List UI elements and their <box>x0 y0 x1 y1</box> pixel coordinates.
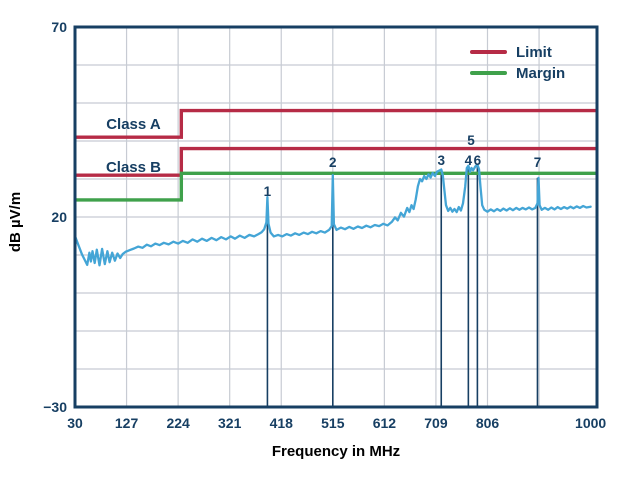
peak-number-label: 7 <box>534 155 542 170</box>
x-tick-label: 709 <box>424 415 448 431</box>
limit-class-label: Class A <box>106 116 161 133</box>
peak-number-label: 6 <box>474 153 482 168</box>
y-axis-title: dB µV/m <box>7 192 24 252</box>
peak-number-label: 3 <box>437 153 445 168</box>
x-tick-label: 1000 <box>575 415 606 431</box>
x-tick-label: 515 <box>321 415 345 431</box>
x-tick-label: 806 <box>476 415 500 431</box>
measurement-trace <box>73 163 592 267</box>
y-tick-label: −30 <box>43 399 67 415</box>
x-tick-label: 224 <box>166 415 190 431</box>
x-axis-title: Frequency in MHz <box>272 443 400 460</box>
margin-line <box>75 171 597 202</box>
legend-label-limit: Limit <box>516 44 552 61</box>
peak-number-label: 1 <box>264 184 272 199</box>
x-tick-label: 321 <box>218 415 242 431</box>
class-a-limit <box>75 108 597 139</box>
x-tick-label: 418 <box>270 415 294 431</box>
x-tick-label: 612 <box>373 415 397 431</box>
legend-label-margin: Margin <box>516 65 565 82</box>
class-b-limit <box>75 146 597 177</box>
x-tick-label: 30 <box>67 415 83 431</box>
plot-border <box>73 25 599 409</box>
peak-number-label: 2 <box>329 155 337 170</box>
limit-class-label: Class B <box>106 159 161 176</box>
y-tick-label: 70 <box>51 19 67 35</box>
peak-number-label: 5 <box>467 133 475 148</box>
y-tick-label: 20 <box>51 209 67 225</box>
x-tick-label: 127 <box>115 415 139 431</box>
peak-number-label: 4 <box>465 153 473 168</box>
